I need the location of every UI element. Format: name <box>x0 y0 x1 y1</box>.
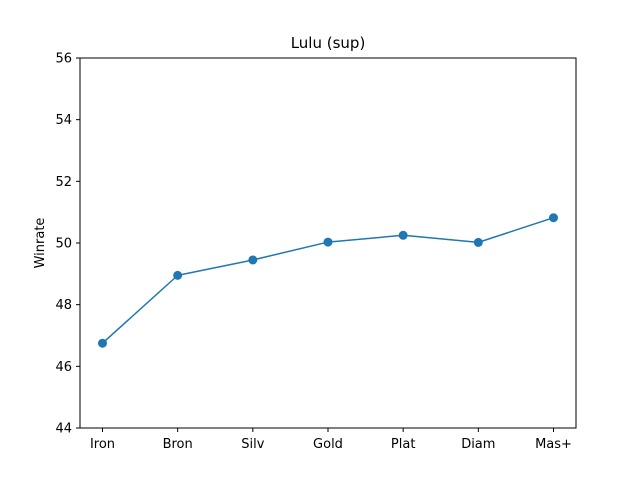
y-tick-label: 56 <box>55 52 72 67</box>
plot-area: 44 46 48 50 52 54 56 Iron Bron Silv Gold Plat Diam Ma… <box>55 52 571 453</box>
data-point <box>98 338 107 348</box>
data-point <box>549 213 558 223</box>
chart-title: Lulu (sup) <box>291 34 366 52</box>
y-tick-label: 50 <box>55 237 72 252</box>
y-tick-label: 52 <box>55 175 72 190</box>
x-tick-label: Iron <box>90 437 115 452</box>
y-tick-label: 54 <box>55 113 72 128</box>
data-point <box>173 270 183 280</box>
y-tick-label: 48 <box>55 298 72 313</box>
plot-frame <box>79 57 577 429</box>
x-tick-label: Bron <box>163 437 193 452</box>
data-point <box>473 237 483 247</box>
data-point <box>398 230 408 240</box>
y-tick-label: 46 <box>55 360 72 375</box>
y-axis-label: Winrate <box>33 218 48 269</box>
x-tick-label: Mas+ <box>535 437 572 452</box>
x-tick-label: Silv <box>241 437 264 452</box>
data-point <box>323 237 333 247</box>
x-tick-label: Gold <box>313 437 343 452</box>
x-tick-label: Plat <box>391 437 416 452</box>
y-tick-label: 44 <box>55 422 72 437</box>
x-tick-label: Diam <box>461 437 495 452</box>
data-point <box>248 255 258 265</box>
